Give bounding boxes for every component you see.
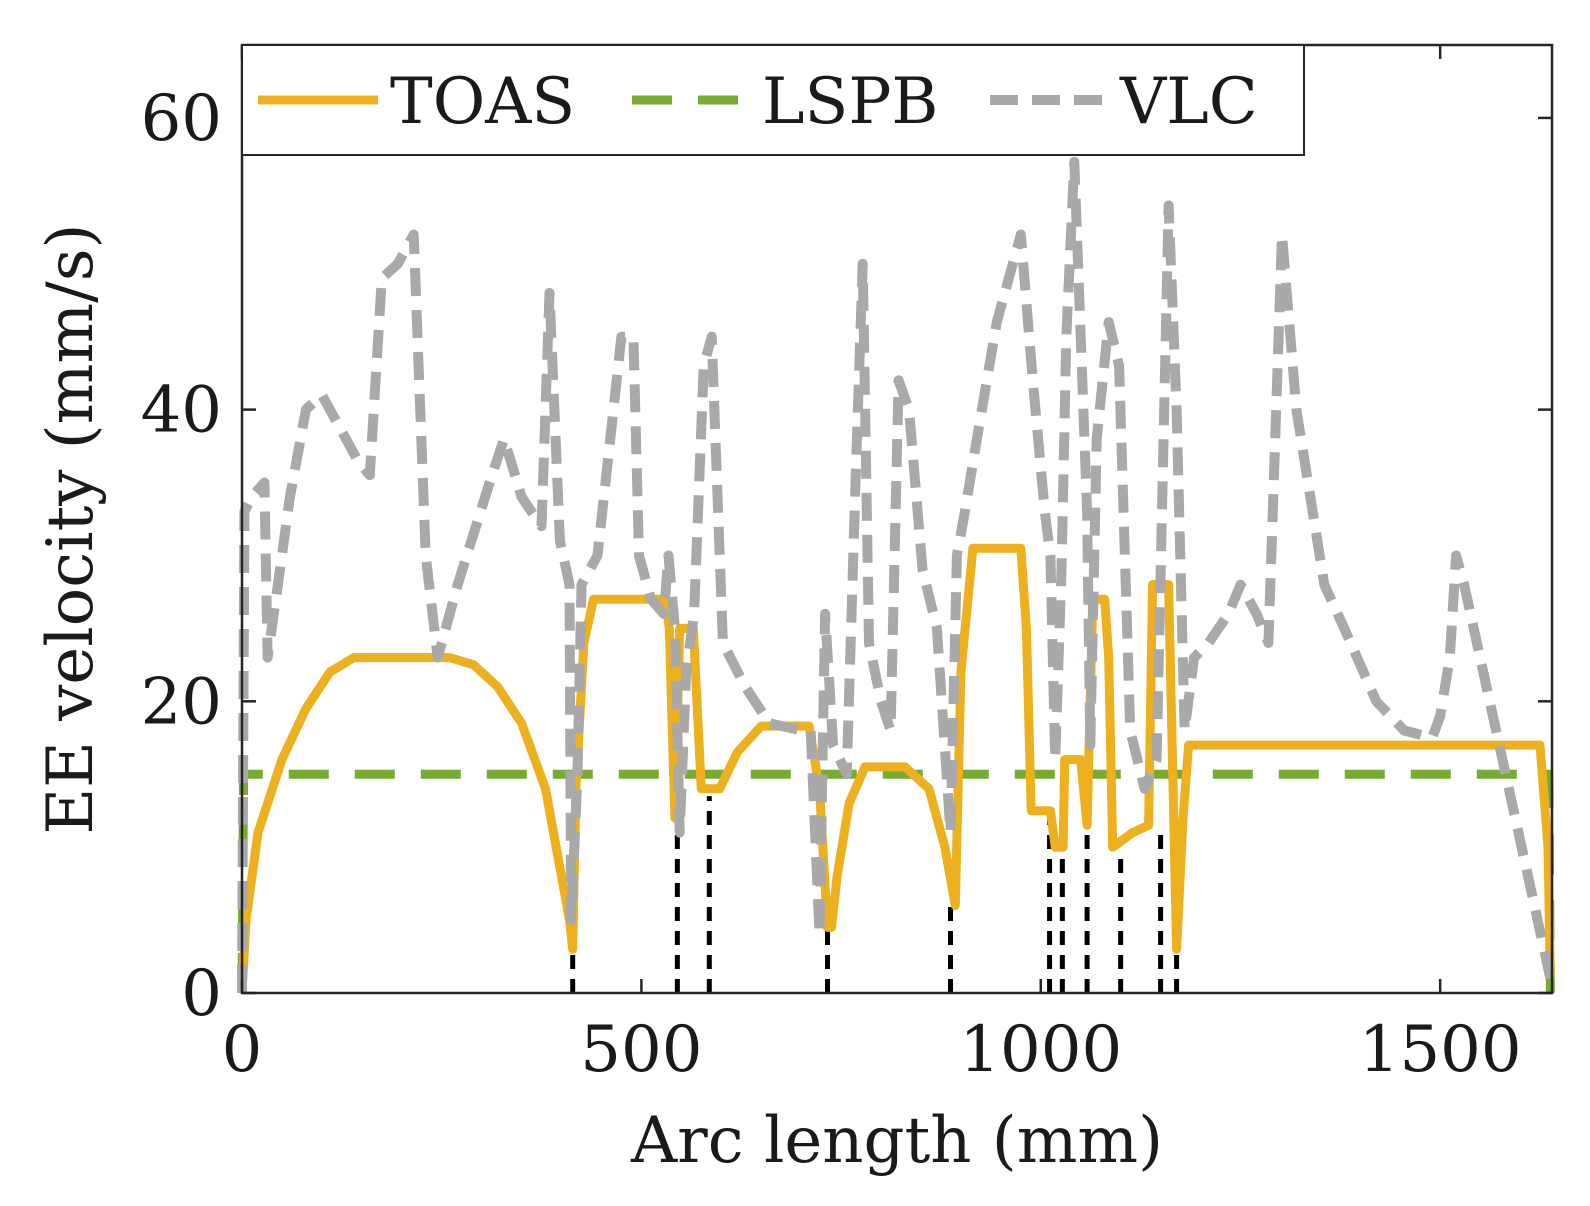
legend-label-lspb: LSPB [762, 65, 938, 139]
x-tick-label: 0 [222, 1013, 263, 1087]
plot-area [237, 156, 1556, 994]
legend-label-vlc: VLC [1119, 65, 1258, 139]
legend-box [241, 44, 1305, 156]
y-axis-label: EE velocity (mm/s) [34, 223, 108, 834]
y-axis: 0 20 40 60 [141, 82, 1552, 1031]
y-tick-label: 0 [181, 957, 222, 1031]
x-axis: 0 500 1000 1500 [222, 45, 1522, 1087]
y-tick-label: 40 [141, 374, 222, 448]
series-line-lspb [237, 769, 1555, 994]
series-line-toas [237, 543, 1555, 994]
x-axis-label: Arc length (mm) [630, 1104, 1163, 1178]
series-line-vlc [237, 156, 1556, 994]
x-tick-label: 1500 [1359, 1013, 1522, 1087]
y-tick-label: 20 [141, 665, 222, 739]
legend: TOAS LSPB VLC [241, 44, 1305, 156]
x-tick-label: 500 [580, 1013, 702, 1087]
legend-label-toas: TOAS [390, 65, 575, 139]
x-tick-label: 1000 [959, 1013, 1122, 1087]
y-tick-label: 60 [141, 82, 222, 156]
